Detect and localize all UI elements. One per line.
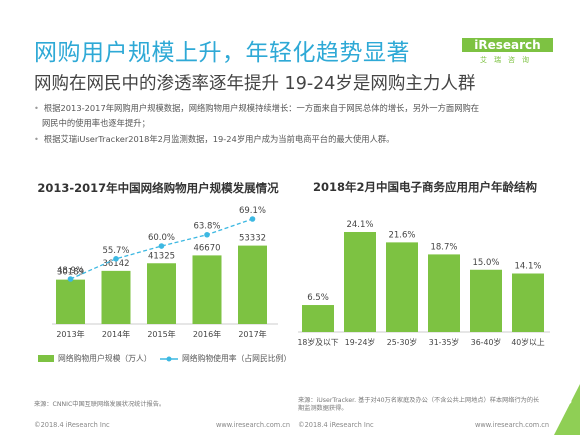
source-right-line1: 来源：iUserTracker. 基于对40万名家庭及办公（不含公共上网地点）样… <box>298 397 540 404</box>
bullet-1-cont-text: 网民中的使用率也逐年提升； <box>42 118 150 128</box>
chart-1-rate-label: 55.7% <box>102 246 129 256</box>
chart-2-bar-label: 14.1% <box>514 261 541 271</box>
chart-2-x-tick: 36-40岁 <box>471 337 501 347</box>
legend-bar: 网络购物用户规模（万人） <box>38 353 152 364</box>
chart-1-x-tick: 2013年 <box>56 329 84 339</box>
iresearch-logo: iResearch <box>474 38 541 52</box>
chart-1-bar <box>147 263 176 324</box>
chart-1-bar-label: 53332 <box>239 234 266 244</box>
chart-1-bar-label: 41325 <box>148 251 175 261</box>
chart-1-rate-label: 60.0% <box>148 233 175 243</box>
legend-line: 网络购物使用率（占网民比例） <box>160 353 291 364</box>
bullet-1-text: 根据2013-2017年网购用户规模数据，网络购物用户规模持续增长：一方面来自于… <box>43 103 480 113</box>
chart-1-rate-label: 63.8% <box>193 222 220 232</box>
page-title: 网购用户规模上升，年轻化趋势显著 <box>34 40 410 66</box>
page-number: 6 <box>565 396 572 407</box>
source-left: 来源：CNNIC中国互联网络发展状况统计报告。 <box>34 401 166 408</box>
bullet-dot-icon: • <box>34 103 39 113</box>
chart-2-bar-label: 15.0% <box>472 258 499 268</box>
chart-1-x-tick: 2015年 <box>147 329 175 339</box>
chart-1-rate-label: 69.1% <box>239 206 266 216</box>
chart-1-rate-label: 48.9% <box>57 266 84 276</box>
chart-2-bar <box>344 232 376 332</box>
chart-1-x-tick: 2016年 <box>193 329 221 339</box>
chart-1-title: 2013-2017年中国网络购物用户规模发展情况 <box>37 181 279 195</box>
chart-2-x-tick: 40岁以上 <box>511 337 545 347</box>
footer-copyright-left: ©2018.4 iResearch Inc <box>34 421 110 429</box>
page-subtitle: 网购在网民中的渗透率逐年提升 19-24岁是网购主力人群 <box>34 74 476 94</box>
chart-2-bar <box>428 254 460 332</box>
chart-1-bar-label: 36142 <box>102 259 129 269</box>
chart-1-bar <box>238 245 267 324</box>
chart-1-bar <box>56 279 85 324</box>
legend-bar-swatch <box>38 355 54 362</box>
corner-decoration <box>554 384 580 435</box>
bullet-2-text: 根据艾瑞iUserTracker2018年2月监测数据，19-24岁用户成为当前… <box>43 134 395 144</box>
iresearch-logo-cn: 艾瑞咨询 <box>480 56 536 64</box>
chart-2-bar-label: 21.6% <box>388 230 415 240</box>
footer-copyright-right: ©2018.4 iResearch Inc <box>298 421 374 429</box>
chart-2-x-tick: 19-24岁 <box>345 337 375 347</box>
source-right: 来源：iUserTracker. 基于对40万名家庭及办公（不含公共上网地点）样… <box>298 397 560 413</box>
legend-bar-label: 网络购物用户规模（万人） <box>58 354 152 363</box>
legend-line-swatch <box>160 356 178 361</box>
chart-1-rate-line <box>70 218 253 280</box>
source-right-line2: 期监测数据获得。 <box>298 405 348 412</box>
chart-1-rate-point <box>204 231 210 238</box>
chart-2-title: 2018年2月中国电子商务应用用户年龄结构 <box>312 180 537 194</box>
chart-2-x-tick: 25-30岁 <box>387 337 417 347</box>
bullet-1: • 根据2013-2017年网购用户规模数据，网络购物用户规模持续增长：一方面来自… <box>34 101 479 115</box>
chart-1-x-tick: 2014年 <box>102 329 130 339</box>
chart-1-x-tick: 2017年 <box>238 329 266 339</box>
chart-2-x-tick: 31-35岁 <box>429 337 459 347</box>
chart-1-bar <box>192 255 222 324</box>
chart-2-bar <box>302 305 334 332</box>
chart-1-rate-point <box>249 216 256 222</box>
footer-url-right: www.iresearch.com.cn <box>475 421 550 429</box>
bullet-2: • 根据艾瑞iUserTracker2018年2月监测数据，19-24岁用户成为当… <box>34 132 394 146</box>
chart-2-bar-label: 6.5% <box>307 293 329 303</box>
chart-1-bar <box>101 270 131 324</box>
logo-bar <box>462 38 553 52</box>
chart-1-bar-label: 30189 <box>57 268 84 278</box>
legend-line-label: 网络购物使用率（占网民比例） <box>182 354 292 363</box>
chart-2-bar-label: 18.7% <box>430 242 457 252</box>
bullet-1-cont: 网民中的使用率也逐年提升； <box>42 116 150 130</box>
chart-1-rate-point <box>158 243 165 249</box>
chart-1-bar-label: 46670 <box>193 243 220 253</box>
chart-1-rate-point <box>67 276 74 282</box>
chart-1-rate-point <box>113 256 119 262</box>
chart-2-bar <box>512 273 544 332</box>
chart-2-x-tick: 18岁及以下 <box>297 337 338 347</box>
chart-2-bar <box>470 269 502 332</box>
bullet-dot-icon: • <box>34 134 39 144</box>
footer-url-left: www.iresearch.com.cn <box>216 421 291 429</box>
chart-2-bar-label: 24.1% <box>346 220 373 230</box>
chart-2-bar <box>386 242 418 332</box>
